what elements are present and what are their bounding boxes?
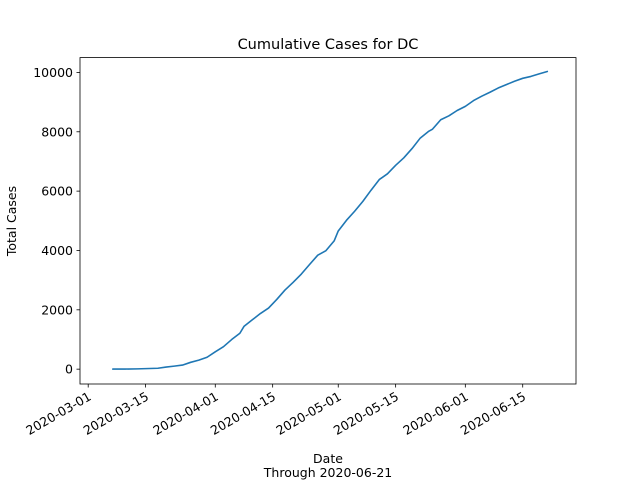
y-tick-label: 10000 (33, 65, 73, 80)
x-tick-label: 2020-05-15 (331, 389, 401, 438)
y-tick-label: 8000 (41, 124, 73, 139)
series-line (111, 70, 549, 370)
series-layer (111, 70, 549, 370)
y-tick-label: 4000 (41, 243, 73, 258)
y-tick-label: 0 (65, 362, 73, 377)
x-axis-label: Date (313, 451, 343, 466)
x-tick-label: 2020-06-15 (458, 389, 528, 438)
chart-title: Cumulative Cases for DC (238, 37, 419, 53)
y-tick-label: 2000 (41, 302, 73, 317)
y-axis-ticks: 0 2000 4000 6000 8000 10000 (33, 65, 80, 377)
plot-area (80, 57, 576, 384)
x-tick-label: 2020-04-15 (208, 389, 278, 438)
y-axis-label: Total Cases (4, 186, 19, 257)
x-axis-sublabel: Through 2020-06-21 (263, 465, 392, 480)
plot-frame (79, 57, 577, 385)
y-tick-label: 6000 (41, 184, 73, 199)
x-tick-label: 2020-03-15 (81, 389, 151, 438)
